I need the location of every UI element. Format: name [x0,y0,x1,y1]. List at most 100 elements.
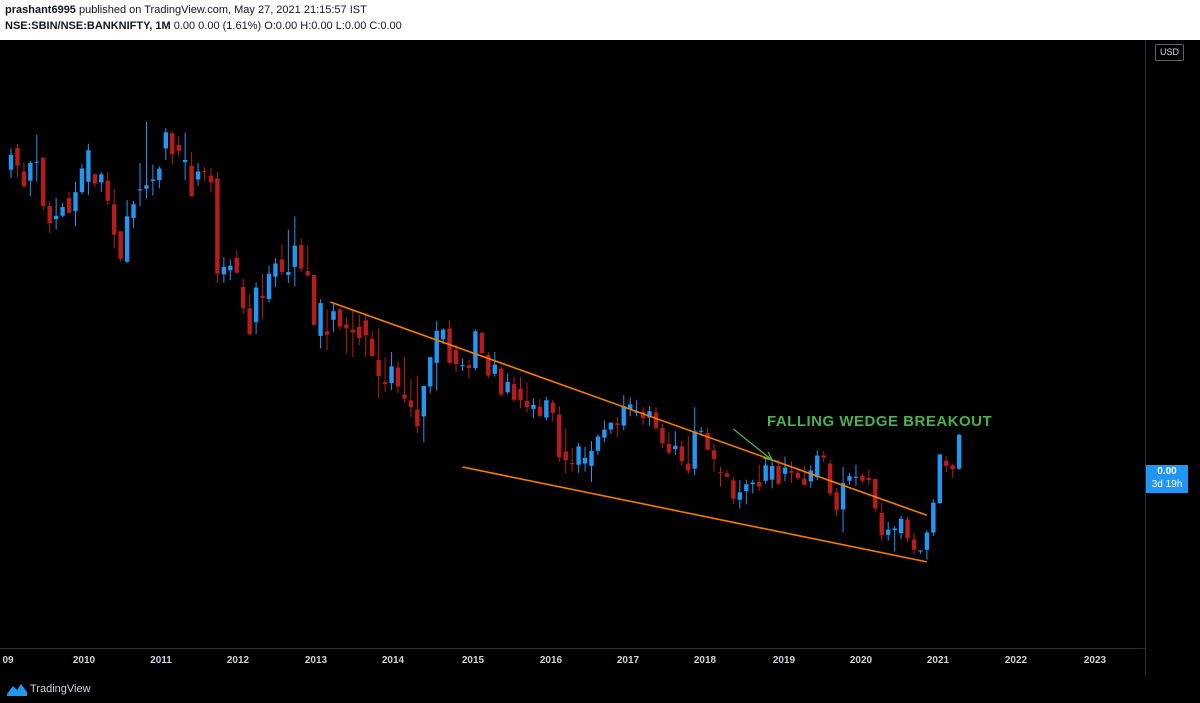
candle [608,422,614,434]
quote-values: 0.00 0.00 (1.61%) O:0.00 H:0.00 L:0.00 C… [173,20,402,32]
candle [873,478,878,512]
candle-body [434,330,439,363]
candle-body [802,478,807,485]
candle-body [253,287,259,323]
candle [163,128,168,160]
candle [415,375,420,434]
candle [705,427,710,451]
candle [595,434,601,455]
candle-body [518,388,523,401]
candle-body [853,476,859,478]
candle-body [28,162,33,181]
candle-body [647,411,652,418]
candle [466,360,472,379]
candle [815,450,820,481]
candle-body [182,159,188,163]
candle [782,456,788,482]
candle-body [769,465,775,480]
candle-body [595,436,601,451]
candle [666,432,672,455]
annotation-arrow[interactable] [732,428,774,462]
x-tick-label: 2014 [382,655,405,666]
candle-body [892,528,897,531]
candle [86,143,91,196]
candle [402,357,407,403]
candle-body [944,460,949,466]
candle [421,385,426,443]
candle-body [898,518,904,534]
candle-body [144,185,149,189]
candle-body [808,470,813,482]
candle-body [815,455,820,478]
currency-label[interactable]: USD [1155,44,1184,61]
falling-wedge-annotation[interactable]: FALLING WEDGE BREAKOUT [767,413,993,430]
candle-body [563,451,568,461]
symbol-name[interactable]: NSE:SBIN/NSE:BANKNIFTY, 1M [5,20,171,32]
candle [892,526,897,552]
candle-body [576,446,581,465]
candle-body [8,154,14,170]
candle [628,397,633,417]
symbol-info: NSE:SBIN/NSE:BANKNIFTY, 1M 0.00 0.00 (1.… [5,20,402,32]
candle [389,352,394,390]
candle-body [679,446,684,462]
candle [195,162,201,186]
plot-area[interactable] [0,40,1145,676]
candle-body [866,477,872,481]
candle-body [524,400,530,408]
candle [318,299,323,349]
candle-body [795,472,801,478]
candle-body [279,259,285,273]
candle [511,376,517,403]
candle-body [221,266,227,275]
candle-body [118,231,123,259]
candle [260,273,265,320]
candle [692,407,697,476]
candle [744,479,749,505]
candle-body [370,338,375,357]
candle-body [440,329,446,340]
candle-body [724,473,730,477]
candle-body [879,513,884,536]
candle-body [137,189,143,191]
trendline-lower[interactable] [462,466,928,563]
candle-body [602,429,607,438]
candle-body [47,205,52,224]
candle-body [324,331,330,335]
candle-body [157,168,162,181]
candle [711,444,717,472]
candle [53,197,59,230]
candle [273,258,278,288]
candle-body [686,463,691,471]
candle-body [260,295,265,298]
candle [144,122,149,199]
candle-body [950,465,955,470]
trendline-upper[interactable] [330,301,928,517]
candle [769,460,775,489]
candle-body [408,400,414,408]
price-chart[interactable]: 09 2010 2011 2012 2013 2014 2015 2016 2017 2018 20… [0,40,1200,676]
author-name[interactable]: prashant6995 [5,4,76,16]
candle-body [215,178,220,274]
candle [860,473,865,484]
candle [376,328,381,398]
candle-body [150,179,156,182]
candle-body [479,333,485,354]
tradingview-brand[interactable]: TradingView [30,683,91,695]
candle [66,191,72,213]
candle-body [105,180,110,201]
candle-body [163,132,168,149]
candle [112,188,117,249]
candle-body [821,455,826,458]
wedge-trendlines[interactable] [330,301,928,563]
candle [337,307,343,331]
candle [789,461,794,484]
candle [460,358,465,371]
tradingview-logo-icon[interactable] [7,682,27,696]
candle [473,329,478,371]
x-tick-label: 2023 [1084,655,1107,666]
candle [731,476,736,504]
candle [866,469,872,486]
candle [41,157,46,210]
